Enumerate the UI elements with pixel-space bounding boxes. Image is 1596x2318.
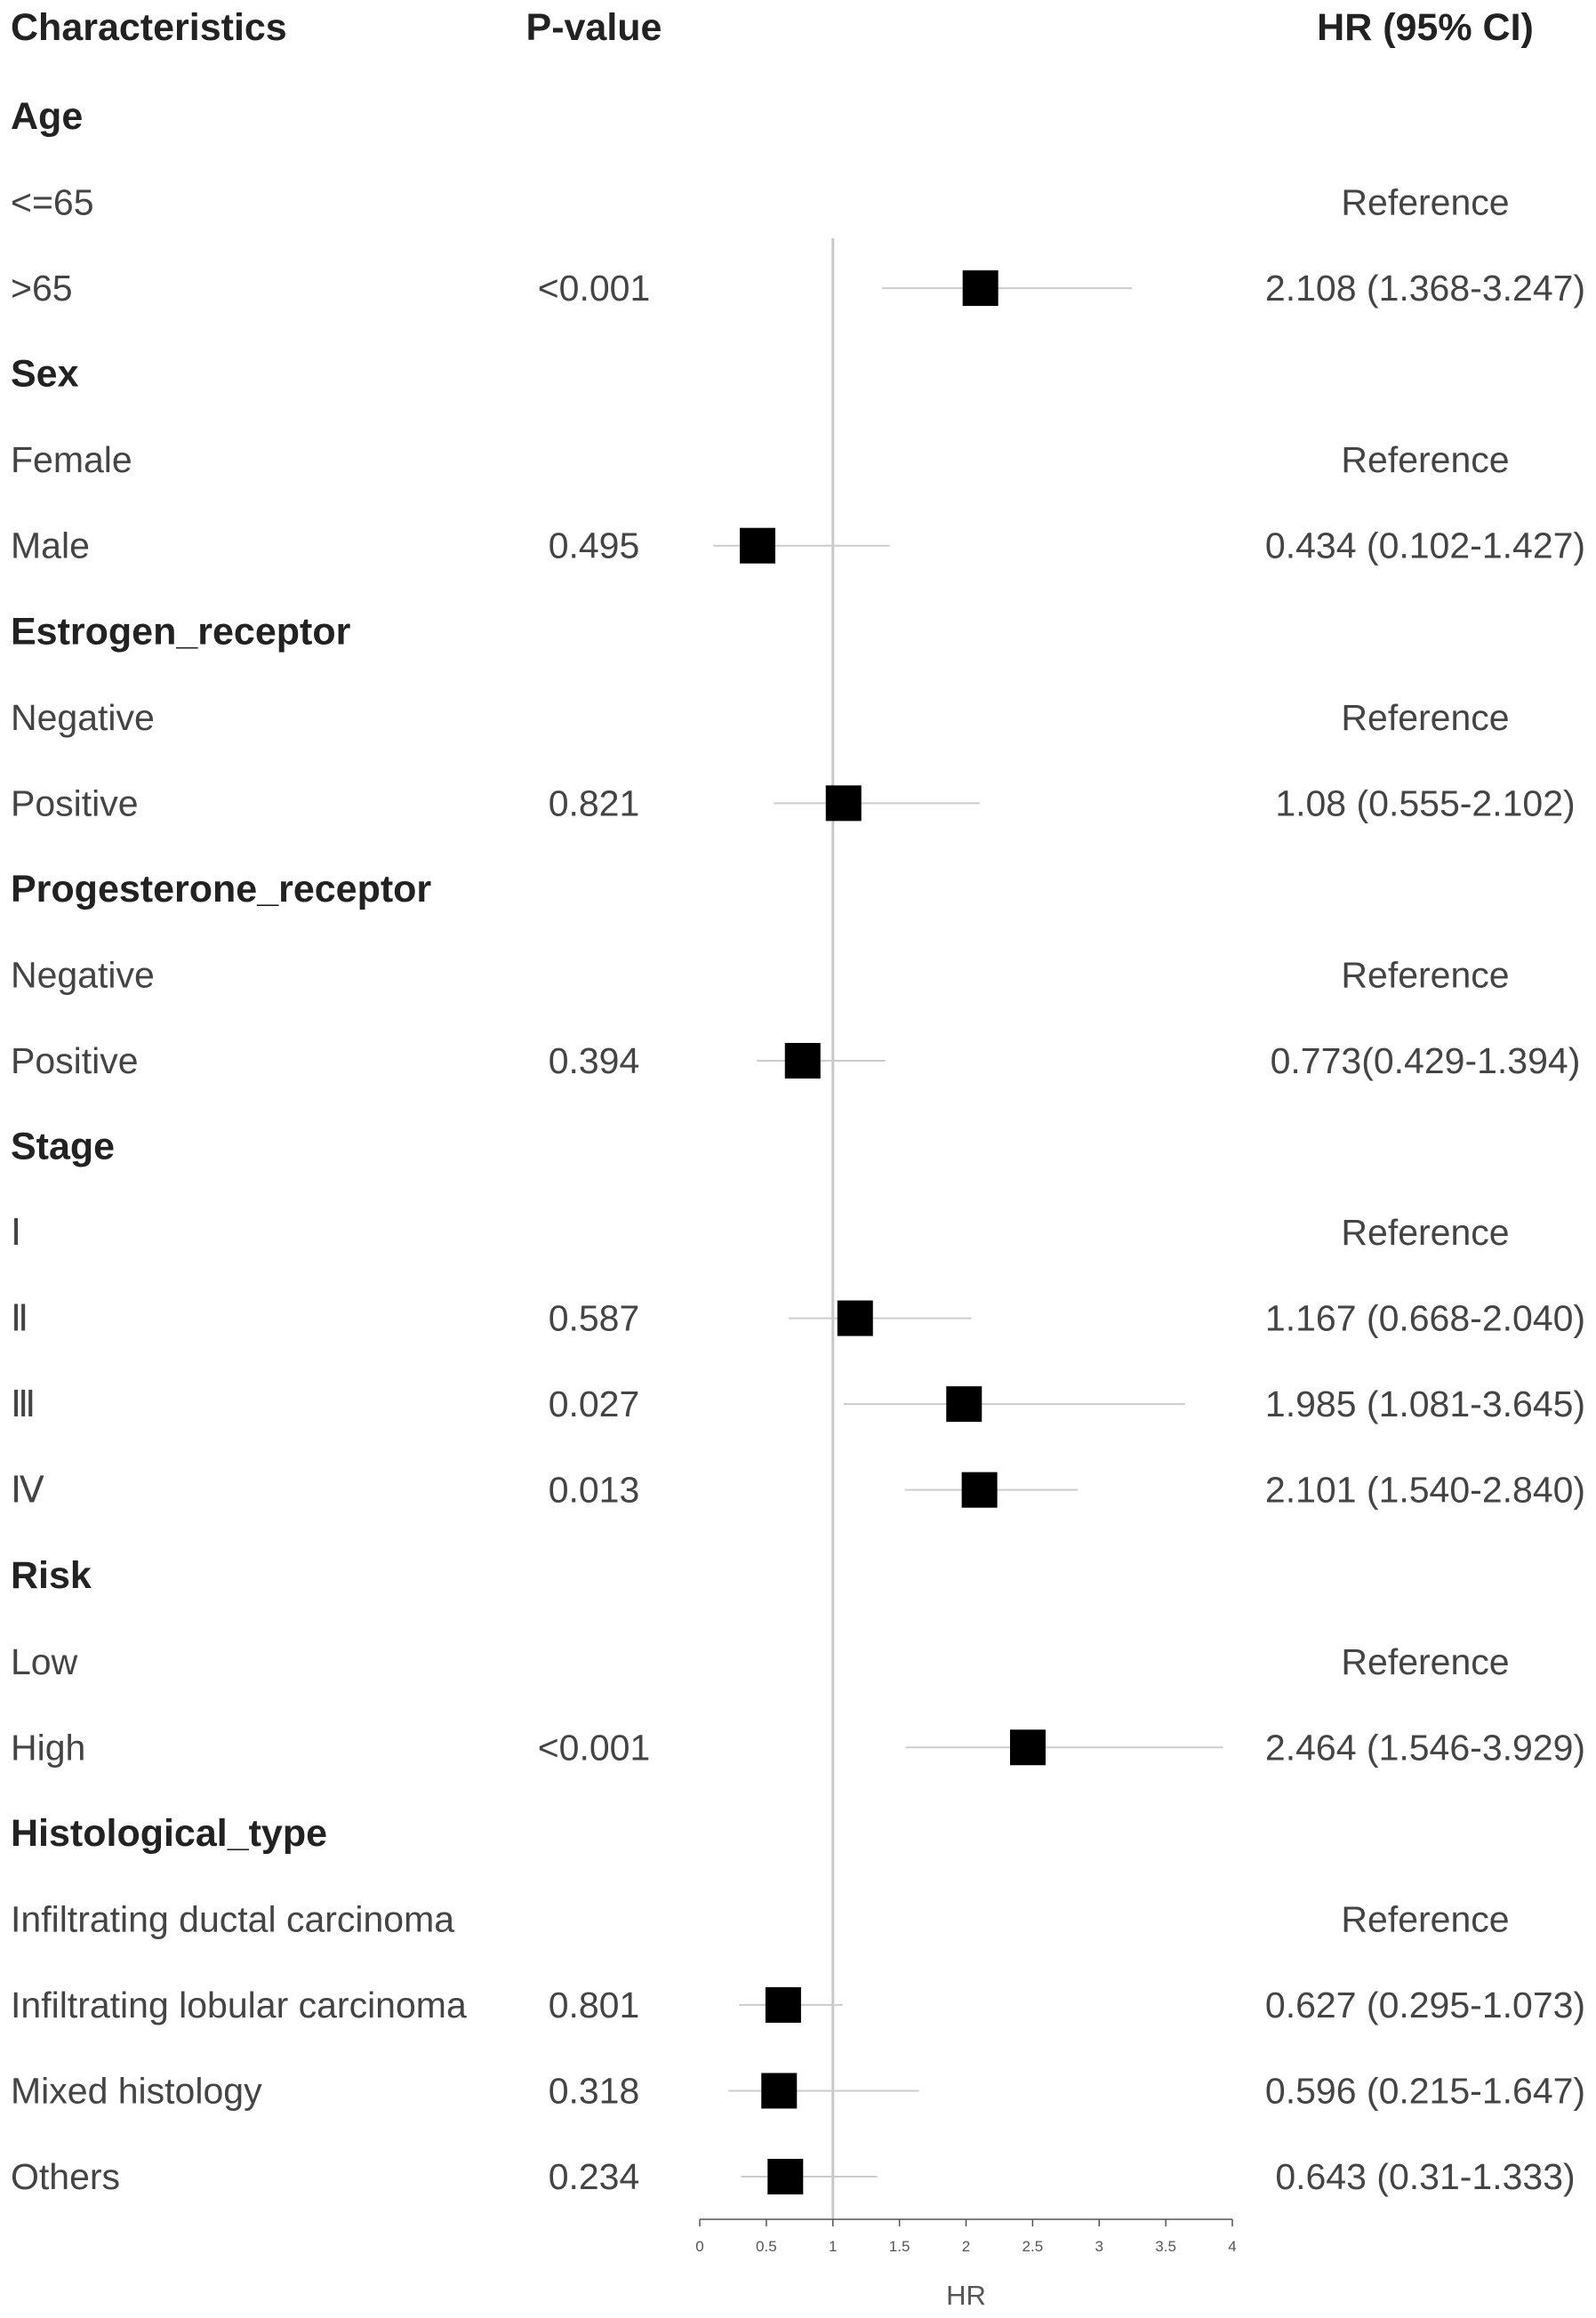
level-label: High — [11, 1727, 85, 1768]
p-value: <0.001 — [538, 268, 651, 309]
p-value: 0.234 — [549, 2156, 640, 2197]
p-value: 0.821 — [549, 782, 640, 823]
hr-ci-text: Reference — [1341, 439, 1509, 480]
hr-point — [837, 1300, 873, 1336]
level-label: Low — [11, 1641, 78, 1682]
hr-ci-text: 1.985 (1.081-3.645) — [1265, 1384, 1585, 1424]
level-label: <=65 — [11, 182, 94, 223]
p-value: 0.318 — [549, 2070, 640, 2111]
hr-ci-text: 2.464 (1.546-3.929) — [1265, 1727, 1585, 1768]
hr-point — [765, 1986, 801, 2023]
p-value: 0.013 — [549, 1470, 640, 1511]
x-axis: 0 0.5 1 1.5 2 2.5 3 3.5 4 HR — [695, 2218, 1237, 2311]
hr-ci-text: 0.773(0.429-1.394) — [1271, 1040, 1581, 1081]
p-value: 0.495 — [549, 525, 640, 566]
hr-ci-text: 1.167 (0.668-2.040) — [1265, 1298, 1585, 1339]
category-label: Age — [11, 95, 83, 138]
hr-point — [961, 1472, 998, 1508]
hr-point — [825, 785, 862, 822]
x-tick-label: 2 — [962, 2238, 970, 2255]
hr-ci-text: Reference — [1341, 697, 1509, 738]
hr-ci-text: 0.627 (0.295-1.073) — [1265, 1985, 1585, 2025]
x-tick-label: 2.5 — [1023, 2238, 1044, 2255]
hr-ci-text: Reference — [1341, 182, 1509, 223]
hr-ci-text: 2.101 (1.540-2.840) — [1265, 1470, 1585, 1511]
level-label: Negative — [11, 697, 155, 738]
level-label: Ⅳ — [11, 1470, 44, 1511]
p-value: 0.394 — [549, 1040, 640, 1081]
p-value: 0.027 — [549, 1384, 640, 1424]
hr-point — [784, 1042, 821, 1079]
p-value: 0.587 — [549, 1298, 640, 1339]
level-label: Ⅰ — [11, 1212, 21, 1253]
hr-point — [1009, 1729, 1046, 1766]
header-pvalue: P-value — [526, 6, 662, 49]
category-label: Progesterone_receptor — [11, 868, 431, 910]
level-label: Ⅲ — [11, 1384, 36, 1424]
hr-point — [761, 2073, 798, 2109]
level-label: Others — [11, 2156, 120, 2197]
x-tick-label: 0.5 — [756, 2238, 777, 2255]
p-value: 0.801 — [549, 1985, 640, 2025]
hr-point — [946, 1386, 982, 1423]
hr-ci-text: 0.643 (0.31-1.333) — [1275, 2156, 1575, 2197]
x-tick-label: 3.5 — [1155, 2238, 1176, 2255]
hr-ci-text: Reference — [1341, 954, 1509, 995]
hr-ci-text: 0.434 (0.102-1.427) — [1265, 525, 1585, 566]
x-tick-label: 0 — [695, 2238, 703, 2255]
level-label: Mixed histology — [11, 2070, 262, 2111]
level-label: Infiltrating lobular carcinoma — [11, 1985, 467, 2025]
level-label: Negative — [11, 954, 155, 995]
hr-point — [767, 2159, 804, 2194]
level-label: Female — [11, 439, 132, 480]
category-label: Histological_type — [11, 1812, 327, 1855]
level-label: >65 — [11, 268, 73, 309]
header-hr-ci: HR (95% CI) — [1317, 6, 1534, 49]
x-tick-label: 1.5 — [889, 2238, 910, 2255]
level-label: Infiltrating ductal carcinoma — [11, 1898, 454, 1939]
forest-rows: Age <=65 Reference >65 <0.001 2.108 (1.368-3.… — [11, 95, 1585, 2197]
category-label: Stage — [11, 1126, 115, 1168]
hr-ci-text: 2.108 (1.368-3.247) — [1265, 268, 1585, 309]
level-label: Ⅱ — [11, 1298, 28, 1339]
x-tick-label: 3 — [1095, 2238, 1103, 2255]
category-label: Estrogen_receptor — [11, 610, 351, 653]
p-value: <0.001 — [538, 1727, 651, 1768]
hr-point — [739, 527, 775, 564]
category-label: Sex — [11, 353, 79, 396]
header-characteristics: Characteristics — [11, 6, 287, 49]
x-axis-ticks: 0 0.5 1 1.5 2 2.5 3 3.5 4 — [695, 2219, 1237, 2255]
x-tick-label: 4 — [1228, 2238, 1236, 2255]
hr-ci-text: 0.596 (0.215-1.647) — [1265, 2070, 1585, 2111]
hr-ci-text: 1.08 (0.555-2.102) — [1275, 782, 1575, 823]
x-tick-label: 1 — [829, 2238, 837, 2255]
category-label: Risk — [11, 1554, 92, 1597]
hr-point — [962, 270, 999, 307]
hr-ci-text: Reference — [1341, 1212, 1509, 1253]
x-axis-label: HR — [946, 2280, 986, 2311]
level-label: Positive — [11, 1040, 139, 1081]
level-label: Positive — [11, 782, 139, 823]
hr-ci-text: Reference — [1341, 1641, 1509, 1682]
hr-ci-text: Reference — [1341, 1898, 1509, 1939]
level-label: Male — [11, 525, 90, 566]
